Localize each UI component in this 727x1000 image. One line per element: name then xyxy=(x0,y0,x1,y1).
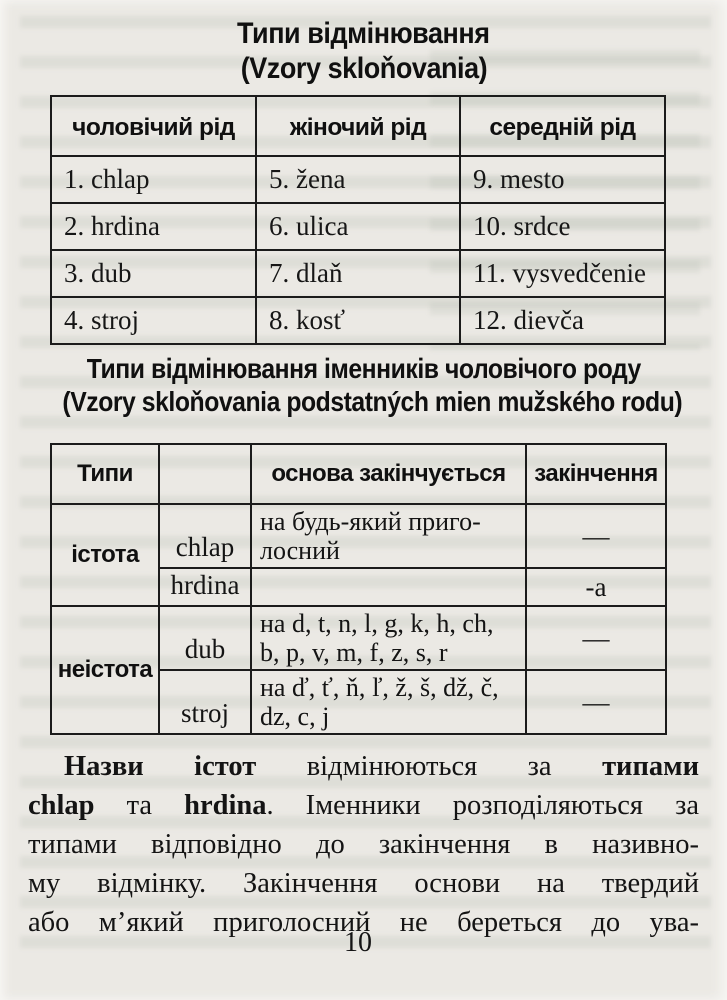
table-header-row: Типи основа закінчується закінчення xyxy=(50,443,667,505)
ending-value: — xyxy=(525,669,667,735)
table-row-dub: неістота dub на d, t, n, l, g, k, h, ch,… xyxy=(50,605,667,735)
header-neuter-gender: середній рід xyxy=(459,95,666,157)
paragraph-line: або м’який приголосний не береться до ув… xyxy=(28,907,699,938)
pattern-word: stroj xyxy=(158,669,252,735)
masculine-declension-table: Типи основа закінчується закінчення істо… xyxy=(50,443,667,735)
paragraph-line: chlap та hrdina. Іменники розподіляються… xyxy=(28,790,699,821)
table-cell: 3. dub xyxy=(50,249,257,298)
table-row: 3. dub 7. dlaň 11. vysvedčenie xyxy=(50,249,666,298)
group-animate-label: істота xyxy=(50,503,160,607)
page-number: 10 xyxy=(344,927,372,958)
table-cell: 12. dievča xyxy=(459,296,666,345)
table-cell: 4. stroj xyxy=(50,296,257,345)
ending-value: — xyxy=(525,605,667,671)
table-row: 4. stroj 8. kosť 12. dievča xyxy=(50,296,666,345)
table-cell: 10. srdce xyxy=(459,202,666,251)
stem-description xyxy=(250,567,527,607)
header-masculine-gender: чоловічий рід xyxy=(50,95,257,157)
pattern-word: dub xyxy=(158,605,252,671)
table-cell: 1. chlap xyxy=(50,155,257,204)
stem-description: на будь-який приго- лосний xyxy=(250,503,527,569)
pattern-word: chlap xyxy=(158,503,252,569)
ending-value: -a xyxy=(525,567,667,607)
ending-value: — xyxy=(525,503,667,569)
table-cell: 8. kosť xyxy=(255,296,461,345)
table-row-stroj: stroj на ď, ť, ň, ľ, ž, š, dž, č, dz, c,… xyxy=(51,669,667,735)
table-row: 1. chlap 5. žena 9. mesto xyxy=(50,155,666,204)
header-feminine-gender: жіночий рід xyxy=(255,95,461,157)
stem-description: на d, t, n, l, g, k, h, ch, b, p, v, m, … xyxy=(250,605,527,671)
section1-title-line1: Типи відмінювання xyxy=(237,17,490,50)
table-row: 2. hrdina 6. ulica 10. srdce xyxy=(50,202,666,251)
section1-title-line2: (Vzory skloňovania) xyxy=(240,52,487,85)
section2-title: Типи відмінювання іменників чоловічого р… xyxy=(28,352,699,418)
header-ending: закінчення xyxy=(525,443,667,505)
table-cell: 2. hrdina xyxy=(50,202,257,251)
body-paragraph: Назви істот відмінюються за типами chlap… xyxy=(28,747,699,942)
header-types: Типи xyxy=(50,443,160,505)
stem-description: на ď, ť, ň, ľ, ž, š, dž, č, dz, c, j xyxy=(250,669,527,735)
table-row-chlap: істота chlap на будь-який приго- лосний … xyxy=(50,503,667,607)
table-cell: 7. dlaň xyxy=(255,249,461,298)
pattern-word: hrdina xyxy=(158,567,252,607)
header-word xyxy=(158,443,252,505)
table-cell: 5. žena xyxy=(255,155,461,204)
group-inanimate-label: неістота xyxy=(50,605,160,735)
section2-title-line2: (Vzory skloňovania podstatných mien mužs… xyxy=(62,386,683,417)
paragraph-line: типами відповідно до закінчення в називн… xyxy=(28,829,699,860)
section1-title: Типи відмінювання (Vzory skloňovania) xyxy=(28,16,699,86)
table-header-row: чоловічий рід жіночий рід середній рід xyxy=(50,95,666,157)
table-cell: 6. ulica xyxy=(255,202,461,251)
table-cell: 9. mesto xyxy=(459,155,666,204)
paragraph-line: му відмінку. Закінчення основи на тверди… xyxy=(28,868,699,899)
table-cell: 11. vysvedčenie xyxy=(459,249,666,298)
table-row-hrdina: hrdina -a xyxy=(51,567,667,607)
declension-types-table: чоловічий рід жіночий рід середній рід 1… xyxy=(50,95,666,345)
section2-title-line1: Типи відмінювання іменників чоловічого р… xyxy=(86,353,641,384)
paragraph-line: Назви істот відмінюються за типами xyxy=(64,751,699,782)
header-stem-ends: основа закінчується xyxy=(250,443,527,505)
